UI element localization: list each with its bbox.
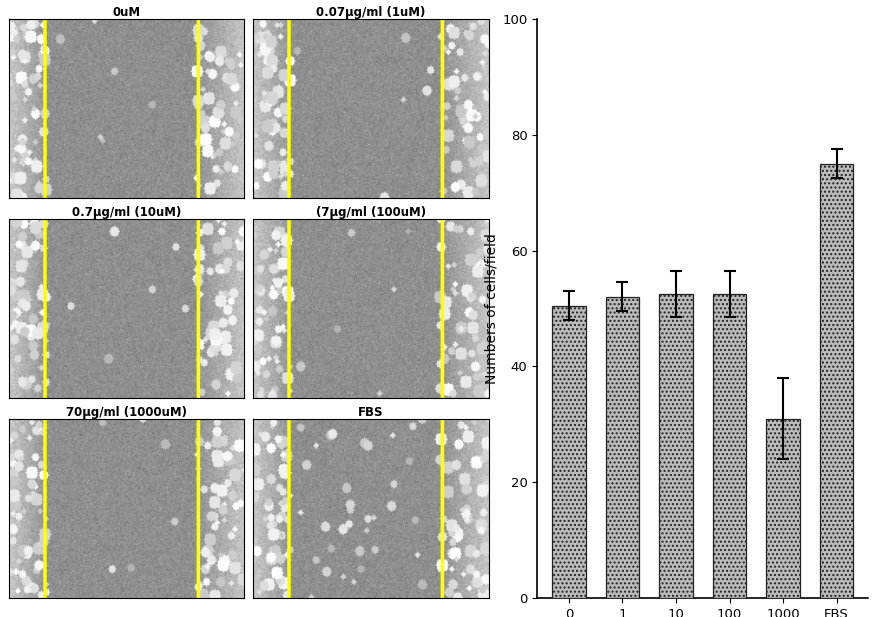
Bar: [553, 305, 586, 598]
Y-axis label: Numbers of cells/field: Numbers of cells/field: [484, 233, 498, 384]
Title: 0.07μg/ml (1uM): 0.07μg/ml (1uM): [317, 6, 425, 19]
Title: (7μg/ml (100uM): (7μg/ml (100uM): [316, 206, 426, 219]
Bar: [606, 297, 639, 598]
Title: 0uM: 0uM: [112, 6, 140, 19]
Title: FBS: FBS: [359, 407, 384, 420]
Title: 70μg/ml (1000uM): 70μg/ml (1000uM): [66, 407, 187, 420]
Bar: [820, 164, 853, 598]
Title: 0.7μg/ml (10uM): 0.7μg/ml (10uM): [72, 206, 181, 219]
Bar: [713, 294, 746, 598]
Bar: [766, 419, 800, 598]
Bar: [660, 294, 693, 598]
